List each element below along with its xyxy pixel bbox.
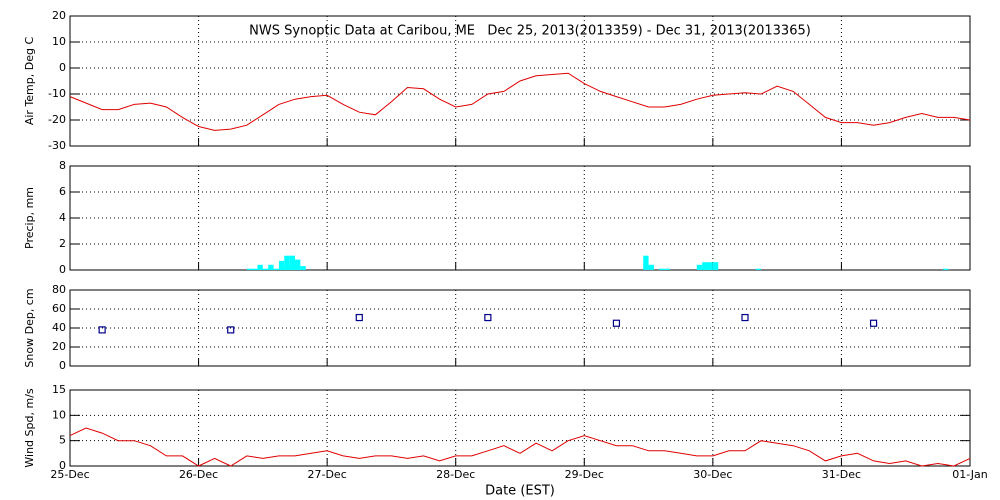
bar (648, 264, 654, 270)
plot-frame (69, 165, 971, 271)
y-tick-label: 40 (52, 321, 66, 334)
bar (278, 260, 285, 270)
y-tick-label: 10 (52, 35, 66, 48)
x-axis-label: Date (EST) (485, 484, 555, 499)
y-axis-label: Air Temp, Deg C (23, 37, 36, 126)
point (227, 326, 235, 334)
point (355, 313, 363, 322)
bar (696, 264, 703, 270)
bar (712, 262, 719, 270)
y-tick-label: 20 (52, 340, 66, 353)
point (98, 326, 106, 334)
bar (268, 264, 274, 270)
y-tick-label: 2 (59, 237, 66, 250)
x-tick-label: 31-Dec (822, 468, 861, 481)
plot-frame (69, 389, 971, 467)
x-tick-label: 27-Dec (308, 468, 347, 481)
bar (252, 268, 258, 270)
bar (295, 259, 301, 270)
bar (262, 268, 269, 270)
y-tick-label: 0 (59, 61, 66, 74)
data-line (69, 427, 971, 467)
bar (246, 268, 253, 270)
y-tick-label: -20 (48, 113, 66, 126)
bar (257, 264, 263, 270)
y-tick-label: 6 (59, 185, 66, 198)
x-tick-label: 29-Dec (565, 468, 604, 481)
y-tick-label: 20 (52, 9, 66, 22)
bar (300, 266, 306, 270)
bar (284, 255, 290, 270)
bar (273, 268, 279, 270)
y-tick-label: 5 (59, 434, 66, 447)
bar (664, 268, 670, 270)
y-tick-label: 15 (52, 383, 66, 396)
y-tick-label: 0 (59, 459, 66, 472)
x-tick-label: 26-Dec (179, 468, 218, 481)
point (741, 313, 749, 322)
bar (755, 268, 762, 270)
bar (702, 262, 708, 270)
y-tick-label: 60 (52, 302, 66, 315)
y-axis-label: Wind Spd, m/s (23, 388, 36, 468)
y-tick-label: 80 (52, 283, 66, 296)
y-tick-label: -10 (48, 87, 66, 100)
bar (643, 255, 649, 270)
x-tick-label: 25-Dec (50, 468, 89, 481)
y-tick-label: 10 (52, 408, 66, 421)
y-tick-label: 0 (59, 359, 66, 372)
bar (707, 262, 713, 270)
y-tick-label: 0 (59, 263, 66, 276)
y-axis-label: Precip, mm (23, 187, 36, 249)
y-tick-label: 8 (59, 159, 66, 172)
y-axis-label: Snow Dep, cm (23, 288, 36, 367)
point (484, 313, 492, 322)
point (869, 319, 878, 327)
point (612, 319, 621, 327)
plot-frame (69, 15, 971, 147)
x-tick-label: 28-Dec (436, 468, 475, 481)
y-tick-label: -30 (48, 139, 66, 152)
bar (659, 268, 665, 270)
data-line (69, 72, 971, 131)
chart-title: NWS Synoptic Data at Caribou, ME Dec 25,… (249, 24, 811, 39)
y-tick-label: 4 (59, 211, 66, 224)
plot-frame (69, 289, 971, 367)
bar (289, 255, 295, 270)
bar (943, 268, 949, 270)
x-tick-label: 30-Dec (693, 468, 732, 481)
x-tick-label: 01-Jan (952, 468, 988, 481)
